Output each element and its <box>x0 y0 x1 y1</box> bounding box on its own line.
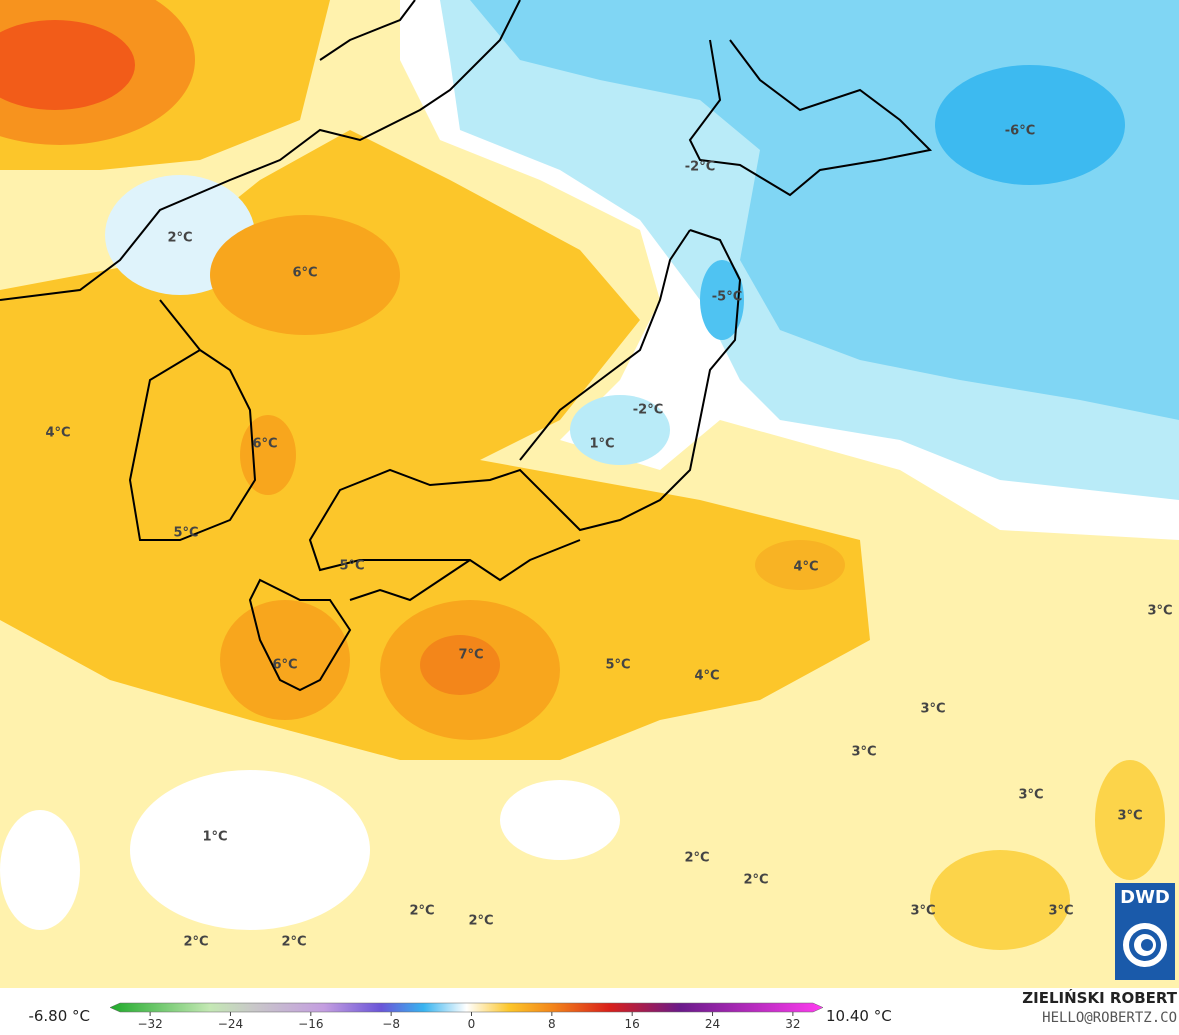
temperature-label: 2°C <box>684 851 709 866</box>
temperature-fields <box>0 0 1179 950</box>
colorbar: −32 −24 −16 −8 0 8 16 24 32 <box>109 1002 824 1031</box>
temperature-label: 3°C <box>1147 604 1172 619</box>
coastlines <box>0 0 933 692</box>
temperature-label: 4°C <box>694 669 719 684</box>
temperature-labels: -6°C -2°C 2°C 6°C -5°C -2°C 1°C 4°C 6°C 5°C 5°C 4°C… <box>45 124 1172 950</box>
temperature-label: 7°C <box>458 648 483 663</box>
temperature-label: 2°C <box>409 904 434 919</box>
max-value: 10.40 °C <box>826 1007 892 1025</box>
temperature-label: 3°C <box>920 702 945 717</box>
temperature-label: -5°C <box>712 290 742 305</box>
temperature-label: 3°C <box>910 904 935 919</box>
colorbar-tick-label: 0 <box>468 1017 476 1031</box>
colorbar-tick-label: 16 <box>625 1017 640 1031</box>
colorbar-tick-label: −16 <box>298 1017 323 1031</box>
temperature-label: 5°C <box>605 658 630 673</box>
colorbar-tick-label: −32 <box>137 1017 162 1031</box>
temperature-label: 4°C <box>793 560 818 575</box>
temperature-label: 2°C <box>167 231 192 246</box>
logo-text: DWD <box>1120 887 1170 908</box>
temperature-label: 2°C <box>468 914 493 929</box>
temperature-label: 4°C <box>45 426 70 441</box>
temperature-label: 1°C <box>202 830 227 845</box>
colorbar-tick-label: −8 <box>382 1017 400 1031</box>
temperature-label: 3°C <box>1117 809 1142 824</box>
colorbar-bar <box>109 1002 824 1013</box>
temperature-label: -2°C <box>685 160 715 175</box>
temperature-label: 3°C <box>851 745 876 760</box>
temperature-label: 3°C <box>1048 904 1073 919</box>
temperature-label: 3°C <box>1018 788 1043 803</box>
temperature-label: 2°C <box>183 935 208 950</box>
temperature-label: -2°C <box>633 403 663 418</box>
colorbar-tick-label: 32 <box>785 1017 800 1031</box>
temperature-label: 2°C <box>281 935 306 950</box>
temperature-label: 1°C <box>589 437 614 452</box>
temperature-label: 6°C <box>252 437 277 452</box>
temperature-label: -6°C <box>1005 124 1035 139</box>
colorbar-tick-label: 24 <box>705 1017 720 1031</box>
temperature-label: 2°C <box>743 873 768 888</box>
min-value: -6.80 °C <box>28 1007 90 1025</box>
author: ZIELIŃSKI ROBERT <box>1022 988 1177 1007</box>
temperature-label: 6°C <box>272 658 297 673</box>
temperature-label: 5°C <box>339 559 364 574</box>
temperature-label: 6°C <box>292 266 317 281</box>
dwd-logo: DWD <box>1115 883 1175 980</box>
temperature-label: 5°C <box>173 526 198 541</box>
colorbar-tick-label: 8 <box>548 1017 556 1031</box>
colorbar-tick-label: −24 <box>218 1017 243 1031</box>
email: HELLO@ROBERTZ.CO <box>1042 1010 1177 1026</box>
